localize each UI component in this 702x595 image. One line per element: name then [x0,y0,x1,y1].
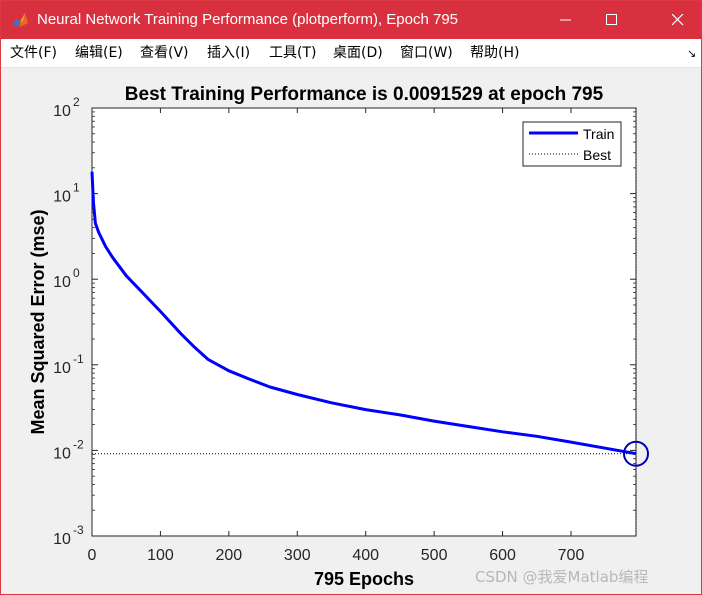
legend-best-label: Best [583,147,611,163]
y-tick-label: 10 [53,531,71,548]
y-tick-exponent: 0 [73,266,80,280]
y-tick-exponent: 2 [73,95,80,109]
y-tick-label: 10 [53,360,71,377]
x-tick-label: 300 [284,547,311,564]
legend-train-label: Train [583,126,614,142]
legend-box [522,121,622,167]
train-line [90,171,637,456]
maximize-button[interactable] [589,1,635,39]
menu-view[interactable]: 查看(V) [140,45,189,61]
menu-file[interactable]: 文件(F) [10,45,57,61]
menu-tools[interactable]: 工具(T) [269,45,317,61]
x-tick-label: 500 [421,547,448,564]
minimize-icon [560,19,571,21]
x-axis-label: 795 Epochs [314,569,414,589]
watermark: CSDN @我爱Matlab编程 [475,568,649,586]
x-tick-label: 600 [489,547,516,564]
y-tick-exponent: 1 [73,181,80,195]
menu-bar: 文件(F) 编辑(E) 查看(V) 插入(I) 工具(T) 桌面(D) 窗口(W… [1,39,701,68]
x-tick-label: 100 [147,547,174,564]
legend: Train Best [522,121,622,167]
menu-desktop[interactable]: 桌面(D) [333,45,383,61]
title-bar[interactable]: Neural Network Training Performance (plo… [1,1,701,39]
window-title: Neural Network Training Performance (plo… [37,11,459,28]
y-axis-label: Mean Squared Error (mse) [28,209,48,434]
x-tick-label: 0 [88,547,97,564]
menu-help[interactable]: 帮助(H) [470,45,520,61]
y-tick-exponent: -1 [73,352,84,366]
chart-title: Best Training Performance is 0.0091529 a… [125,84,604,105]
close-icon [672,14,684,26]
matlab-icon [12,13,28,27]
x-tick-label: 700 [558,547,585,564]
menu-edit[interactable]: 编辑(E) [75,45,123,61]
plot-area [92,108,636,536]
y-tick-exponent: -2 [73,437,84,451]
y-tick-label: 10 [53,274,71,291]
y-tick-exponent: -3 [73,523,84,537]
x-tick-label: 200 [216,547,243,564]
x-tick-label: 400 [352,547,379,564]
best-marker [623,440,649,467]
close-button[interactable] [655,1,701,39]
y-tick-label: 10 [53,189,71,206]
minimize-button[interactable] [543,1,589,39]
maximize-icon [606,14,617,25]
menu-insert[interactable]: 插入(I) [207,45,251,61]
menu-window[interactable]: 窗口(W) [400,45,453,61]
toolbar-overflow-icon[interactable]: ↘ [687,47,697,60]
y-tick-label: 10 [53,103,71,120]
y-tick-label: 10 [53,445,71,462]
